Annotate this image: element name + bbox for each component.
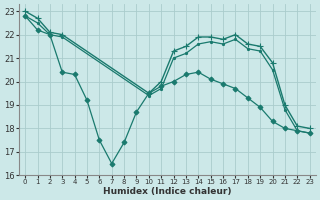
X-axis label: Humidex (Indice chaleur): Humidex (Indice chaleur): [103, 187, 232, 196]
